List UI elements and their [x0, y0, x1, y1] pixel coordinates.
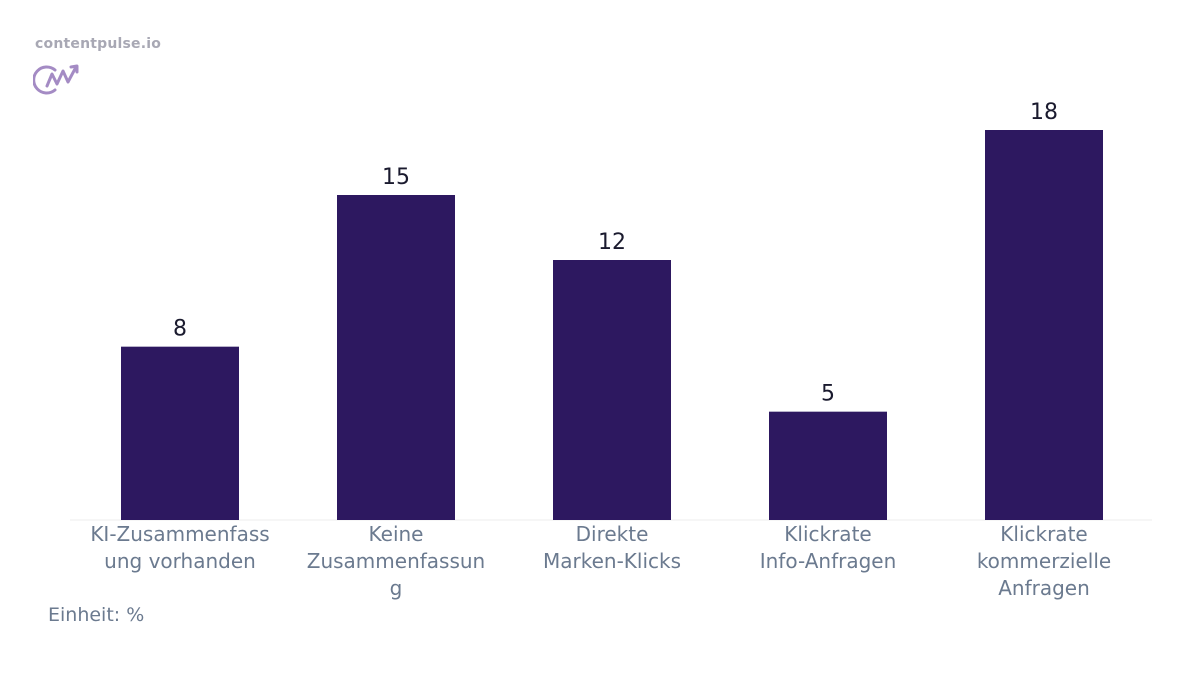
- category-label-2: Keine Zusammenfassun g: [307, 522, 486, 600]
- category-label-5: Klickrate kommerzielle Anfragen: [977, 522, 1111, 600]
- value-label-1: 8: [173, 317, 187, 342]
- bar-2: [337, 195, 455, 520]
- unit-label: Einheit: %: [48, 604, 145, 626]
- bar-5: [985, 130, 1103, 520]
- value-label-2: 15: [382, 165, 410, 190]
- category-label-4: Klickrate Info-Anfragen: [760, 522, 897, 573]
- bar-4: [769, 411, 887, 520]
- bar-1: [121, 346, 239, 520]
- value-label-4: 5: [821, 382, 835, 407]
- category-label-1: KI-Zusammenfass ung vorhanden: [90, 522, 269, 573]
- value-label-3: 12: [598, 230, 626, 255]
- bar-3: [553, 260, 671, 520]
- brand-site-name: contentpulse.io: [35, 36, 162, 52]
- cp-logo-icon: [33, 64, 79, 95]
- value-label-5: 18: [1030, 100, 1058, 125]
- category-label-3: Direkte Marken-Klicks: [543, 522, 681, 573]
